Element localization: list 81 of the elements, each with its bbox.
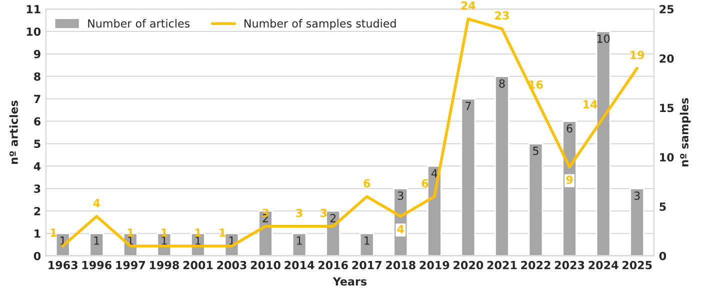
y-axis-title: nº articles bbox=[9, 100, 18, 164]
x-tick-label: 2001 bbox=[183, 260, 213, 270]
data-label: 1 bbox=[162, 236, 167, 245]
data-label: 1 bbox=[50, 228, 57, 237]
bar bbox=[89, 232, 104, 256]
x-tick-label: 2020 bbox=[454, 260, 484, 270]
data-label: 2 bbox=[330, 214, 336, 222]
data-label: 8 bbox=[499, 79, 505, 88]
data-label: 19 bbox=[630, 50, 644, 60]
x-axis-title: Years bbox=[332, 277, 367, 286]
y-tick-label: 5 bbox=[34, 140, 40, 148]
x-tick-label: 2016 bbox=[318, 260, 348, 270]
x-tick-label: 1998 bbox=[150, 260, 179, 270]
bar bbox=[359, 232, 374, 256]
data-label: 1 bbox=[196, 236, 200, 245]
data-label: 6 bbox=[364, 179, 370, 188]
data-label: 3 bbox=[320, 208, 327, 218]
x-tick-label: 2021 bbox=[487, 260, 517, 270]
bar bbox=[460, 98, 476, 256]
y-tick-label: 4 bbox=[34, 162, 41, 170]
y2-tick-label: 20 bbox=[660, 54, 674, 63]
data-label: 9 bbox=[566, 176, 573, 184]
x-tick-label: 2022 bbox=[521, 260, 550, 270]
y-tick-label: 10 bbox=[26, 27, 41, 36]
y-tick-label: 8 bbox=[34, 72, 40, 81]
bar bbox=[494, 76, 510, 256]
data-label: 23 bbox=[495, 11, 509, 20]
data-label: 1 bbox=[195, 228, 202, 237]
legend-label: Number of articles bbox=[88, 19, 190, 28]
bar bbox=[596, 30, 611, 256]
x-tick-label: 2025 bbox=[622, 260, 652, 270]
bar bbox=[426, 165, 442, 256]
data-label: 4 bbox=[93, 199, 100, 208]
y-tick-label: 2 bbox=[34, 206, 40, 216]
data-label: 3 bbox=[398, 192, 404, 200]
data-label: 7 bbox=[466, 102, 471, 110]
y2-tick-label: 10 bbox=[660, 153, 674, 162]
x-tick-label: 2014 bbox=[284, 260, 314, 270]
bar bbox=[326, 210, 341, 256]
bar bbox=[630, 188, 645, 256]
data-label: 6 bbox=[566, 124, 572, 133]
x-tick-label: 2019 bbox=[420, 260, 450, 270]
x-tick-label: 2023 bbox=[554, 260, 584, 270]
y-tick-label: 7 bbox=[34, 94, 40, 104]
y2-tick-label: 25 bbox=[660, 5, 674, 14]
bar bbox=[528, 142, 544, 256]
x-tick-label: 2017 bbox=[352, 260, 382, 270]
x-tick-label: 2010 bbox=[250, 260, 280, 270]
data-label: 4 bbox=[397, 225, 404, 234]
y2-tick-label: 15 bbox=[660, 104, 674, 112]
data-label: 14 bbox=[584, 100, 598, 108]
data-label: 4 bbox=[431, 169, 438, 178]
data-label: 1 bbox=[296, 236, 302, 245]
y2-tick-label: 5 bbox=[660, 202, 666, 211]
y-tick-label: 11 bbox=[26, 5, 40, 14]
y-tick-label: 1 bbox=[34, 230, 40, 238]
x-tick-label: 2024 bbox=[588, 260, 618, 270]
y-tick-label: 6 bbox=[34, 117, 40, 126]
bar bbox=[562, 120, 577, 256]
y2-tick-label: 0 bbox=[659, 252, 666, 260]
x-tick-label: 1997 bbox=[116, 260, 145, 270]
data-label: 5 bbox=[533, 146, 538, 156]
y2-axis-title: nº samples bbox=[680, 98, 691, 166]
data-label: 3 bbox=[296, 208, 302, 218]
x-tick-label: 2018 bbox=[386, 260, 416, 270]
y-tick-label: 0 bbox=[34, 252, 41, 260]
legend-label: Number of samples studied bbox=[244, 19, 396, 30]
data-label: 1 bbox=[220, 228, 226, 237]
data-label: 1 bbox=[94, 236, 100, 245]
bar bbox=[292, 232, 307, 256]
data-label: 6 bbox=[422, 179, 428, 188]
y-tick-label: 9 bbox=[34, 50, 40, 58]
data-label: 1 bbox=[364, 236, 370, 245]
x-tick-label: 1963 bbox=[48, 260, 78, 270]
data-label: 24 bbox=[461, 1, 476, 10]
data-label: 1 bbox=[162, 228, 168, 237]
x-tick-label: 1996 bbox=[82, 260, 112, 270]
data-label: 3 bbox=[634, 192, 640, 200]
data-label: 1 bbox=[128, 228, 134, 237]
x-tick-label: 2003 bbox=[217, 260, 246, 270]
y-tick-label: 3 bbox=[34, 184, 40, 193]
